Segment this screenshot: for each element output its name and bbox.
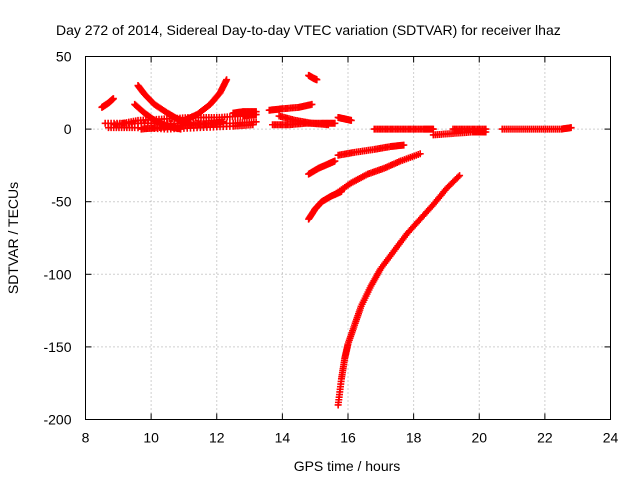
x-tick-label: 12 [209,430,225,446]
data-point-marker [482,125,490,133]
data-point-marker [252,108,260,116]
data-segment [331,150,424,198]
data-point-marker [223,76,231,84]
x-axis-label: GPS time / hours [294,458,401,474]
plot-frame [85,56,611,420]
data-segment [275,112,332,129]
y-tick-label: -200 [43,412,71,428]
data-point-marker [109,95,117,103]
data-point-marker [331,157,339,165]
x-tick-label: 18 [406,430,422,446]
data-segment [334,141,408,159]
x-tick-label: 8 [82,430,90,446]
data-point-marker [454,173,462,181]
points-layer [98,71,575,409]
y-tick-label: -100 [43,266,71,282]
x-tick-label: 24 [603,430,619,446]
data-point-marker [313,76,321,84]
y-axis-label: SDTVAR / TECUs [5,182,21,294]
data-point-marker [249,121,257,129]
chart-title: Day 272 of 2014, Sidereal Day-to-day VTE… [56,22,561,38]
data-point-marker [324,121,332,129]
data-point-marker [456,172,464,180]
data-point-marker [331,119,339,127]
data-segment [134,82,194,127]
y-tick-label: 0 [64,121,72,137]
y-tick-label: 50 [56,49,72,65]
data-segment [265,100,316,114]
y-tick-label: -150 [43,339,71,355]
data-segment [98,95,117,111]
y-tick-label: -50 [51,194,71,210]
tick-layer: 8 10 12 14 16 18 20 22 24 -200 -150 -100 -50 0 50 [43,49,618,446]
x-tick-label: 14 [275,430,291,446]
data-segment [305,157,339,178]
data-point-marker [400,141,408,149]
data-segment [334,172,464,409]
data-point-marker [308,100,316,108]
data-point-marker [177,125,185,133]
x-tick-label: 10 [143,430,159,446]
data-point-marker [416,150,424,158]
data-segment [305,71,321,84]
data-point-marker [567,124,575,132]
data-segment [334,113,355,124]
data-segment [131,100,185,133]
data-point-marker [219,118,227,126]
data-segment [370,125,437,133]
data-segment [449,125,490,133]
x-tick-label: 20 [471,430,487,446]
x-tick-label: 22 [537,430,553,446]
data-segment [498,124,575,133]
data-point-marker [347,116,355,124]
x-tick-label: 16 [340,430,356,446]
data-segment [180,76,231,124]
data-segment [229,108,260,117]
